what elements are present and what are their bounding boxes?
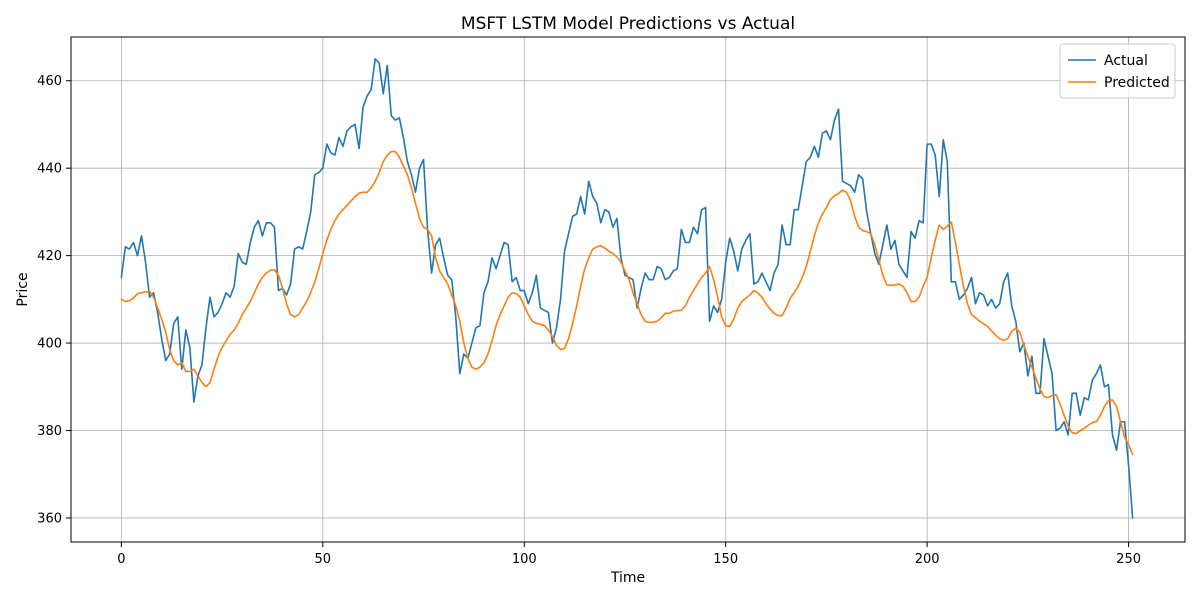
legend: Actual Predicted [1059, 43, 1176, 99]
x-tick-label: 100 [512, 552, 537, 567]
legend-box [1059, 43, 1176, 99]
y-tick-label: 440 [37, 162, 62, 177]
x-tick-label: 250 [1116, 552, 1141, 567]
legend-label-predicted: Predicted [1104, 75, 1170, 91]
y-tick-label: 460 [37, 74, 62, 89]
x-tick-label: 0 [117, 552, 125, 567]
plot-frame [70, 36, 1186, 543]
y-tick-label: 380 [37, 424, 62, 439]
chart-title: MSFT LSTM Model Predictions vs Actual [461, 14, 795, 34]
y-tick-label: 420 [37, 249, 62, 264]
series-lines [120, 58, 1134, 519]
y-tick-label: 360 [37, 511, 62, 526]
axis-ticks: 0 50 100 150 200 250 360 380 400 420 440 460 [37, 74, 1141, 567]
x-tick-label: 200 [915, 552, 940, 567]
series-line-predicted [120, 150, 1134, 456]
legend-label-actual: Actual [1104, 53, 1148, 69]
grid [71, 37, 1185, 542]
y-tick-label: 400 [37, 337, 62, 352]
x-tick-label: 50 [315, 552, 332, 567]
x-axis-label: Time [610, 570, 645, 586]
x-tick-label: 150 [713, 552, 738, 567]
y-axis-label: Price [15, 272, 31, 306]
